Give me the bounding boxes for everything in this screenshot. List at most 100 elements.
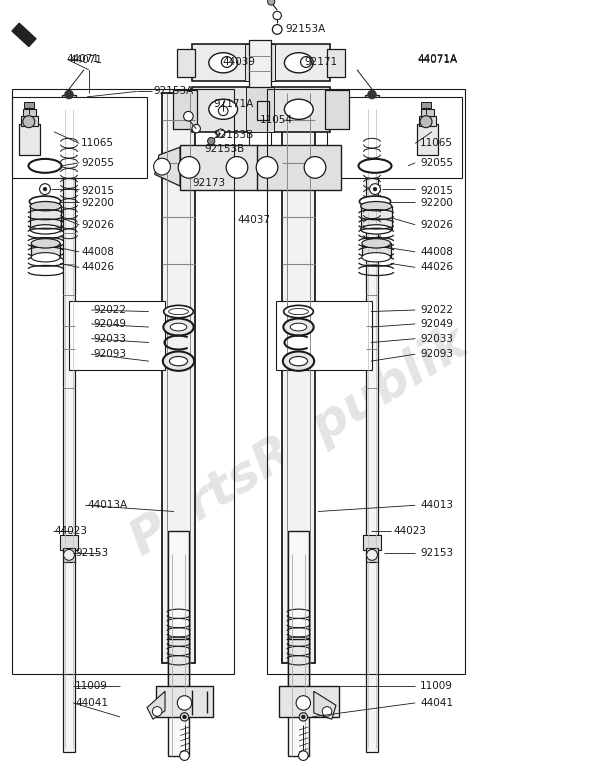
Bar: [276, 301, 372, 370]
Circle shape: [268, 0, 275, 5]
Circle shape: [178, 696, 192, 710]
Bar: [257, 101, 269, 120]
Circle shape: [154, 158, 170, 175]
Bar: [173, 90, 197, 129]
Text: 92200: 92200: [81, 198, 114, 208]
Bar: [327, 49, 345, 77]
Text: 92055: 92055: [81, 158, 114, 167]
Bar: [327, 97, 462, 178]
Ellipse shape: [284, 99, 313, 119]
Bar: [156, 686, 213, 717]
Circle shape: [178, 157, 200, 178]
Ellipse shape: [169, 356, 188, 366]
Text: 92153B: 92153B: [204, 144, 244, 153]
Ellipse shape: [362, 239, 391, 248]
Ellipse shape: [163, 352, 194, 370]
Text: 92049: 92049: [420, 319, 453, 329]
Ellipse shape: [29, 196, 61, 207]
Circle shape: [322, 707, 332, 716]
Bar: [279, 686, 339, 717]
Text: 92026: 92026: [420, 220, 453, 229]
Polygon shape: [147, 691, 165, 719]
Bar: [69, 301, 165, 370]
Circle shape: [183, 715, 187, 718]
Bar: [365, 95, 379, 102]
Ellipse shape: [163, 319, 194, 336]
Bar: [12, 89, 234, 674]
Bar: [24, 102, 34, 108]
Ellipse shape: [29, 159, 62, 173]
Bar: [31, 243, 60, 257]
Text: PartsRepublik: PartsRepublik: [122, 318, 478, 566]
Bar: [12, 97, 147, 178]
Text: 11009: 11009: [420, 681, 453, 691]
Text: 92153B: 92153B: [213, 130, 253, 140]
Bar: [177, 49, 195, 77]
Ellipse shape: [359, 159, 392, 173]
Bar: [168, 639, 189, 690]
Text: 92093: 92093: [420, 350, 453, 359]
Circle shape: [221, 57, 232, 67]
Text: 92022: 92022: [420, 305, 453, 315]
Polygon shape: [314, 691, 336, 719]
Bar: [361, 101, 383, 112]
Ellipse shape: [31, 253, 60, 262]
Text: 92153A: 92153A: [153, 87, 193, 96]
Bar: [162, 93, 195, 663]
Text: 92153A: 92153A: [285, 24, 325, 33]
Bar: [257, 145, 341, 190]
Circle shape: [184, 112, 193, 121]
Text: 44041: 44041: [420, 698, 453, 708]
Text: 92171: 92171: [305, 57, 338, 67]
Bar: [23, 109, 36, 116]
Circle shape: [180, 751, 190, 760]
Bar: [288, 531, 309, 756]
Bar: [325, 90, 349, 129]
Bar: [63, 548, 75, 562]
Text: 92015: 92015: [81, 186, 114, 195]
Circle shape: [273, 12, 281, 19]
Circle shape: [420, 115, 432, 128]
Bar: [417, 124, 438, 155]
Circle shape: [152, 707, 162, 716]
Ellipse shape: [30, 225, 61, 234]
Ellipse shape: [209, 99, 238, 119]
Circle shape: [218, 106, 228, 115]
Bar: [60, 535, 78, 550]
Bar: [366, 548, 378, 562]
Ellipse shape: [362, 253, 391, 262]
Ellipse shape: [361, 225, 392, 234]
Circle shape: [226, 157, 248, 178]
Text: 92173: 92173: [192, 178, 225, 188]
Bar: [362, 243, 391, 257]
Ellipse shape: [30, 202, 61, 211]
Text: 92055: 92055: [420, 158, 453, 167]
Text: 44013: 44013: [420, 501, 453, 510]
Bar: [192, 44, 330, 81]
Bar: [421, 109, 434, 116]
Circle shape: [217, 129, 225, 137]
Polygon shape: [12, 23, 36, 46]
Bar: [30, 206, 61, 229]
Bar: [62, 95, 76, 102]
Text: 44039: 44039: [222, 57, 255, 67]
Ellipse shape: [209, 53, 238, 73]
Bar: [58, 101, 80, 112]
Circle shape: [304, 157, 326, 178]
Circle shape: [181, 713, 189, 721]
Bar: [363, 535, 381, 550]
Text: 44071A: 44071A: [417, 54, 457, 64]
Text: 44008: 44008: [81, 247, 114, 257]
Text: 92153: 92153: [420, 548, 453, 557]
Ellipse shape: [283, 319, 314, 336]
Ellipse shape: [289, 308, 308, 315]
Text: 11054: 11054: [260, 115, 293, 125]
Bar: [249, 40, 271, 87]
Text: 44023: 44023: [54, 526, 87, 536]
Bar: [180, 145, 258, 190]
Text: 92026: 92026: [81, 220, 114, 229]
Bar: [63, 101, 75, 752]
Text: 44023: 44023: [393, 526, 426, 536]
Circle shape: [370, 184, 380, 195]
Bar: [168, 531, 189, 756]
